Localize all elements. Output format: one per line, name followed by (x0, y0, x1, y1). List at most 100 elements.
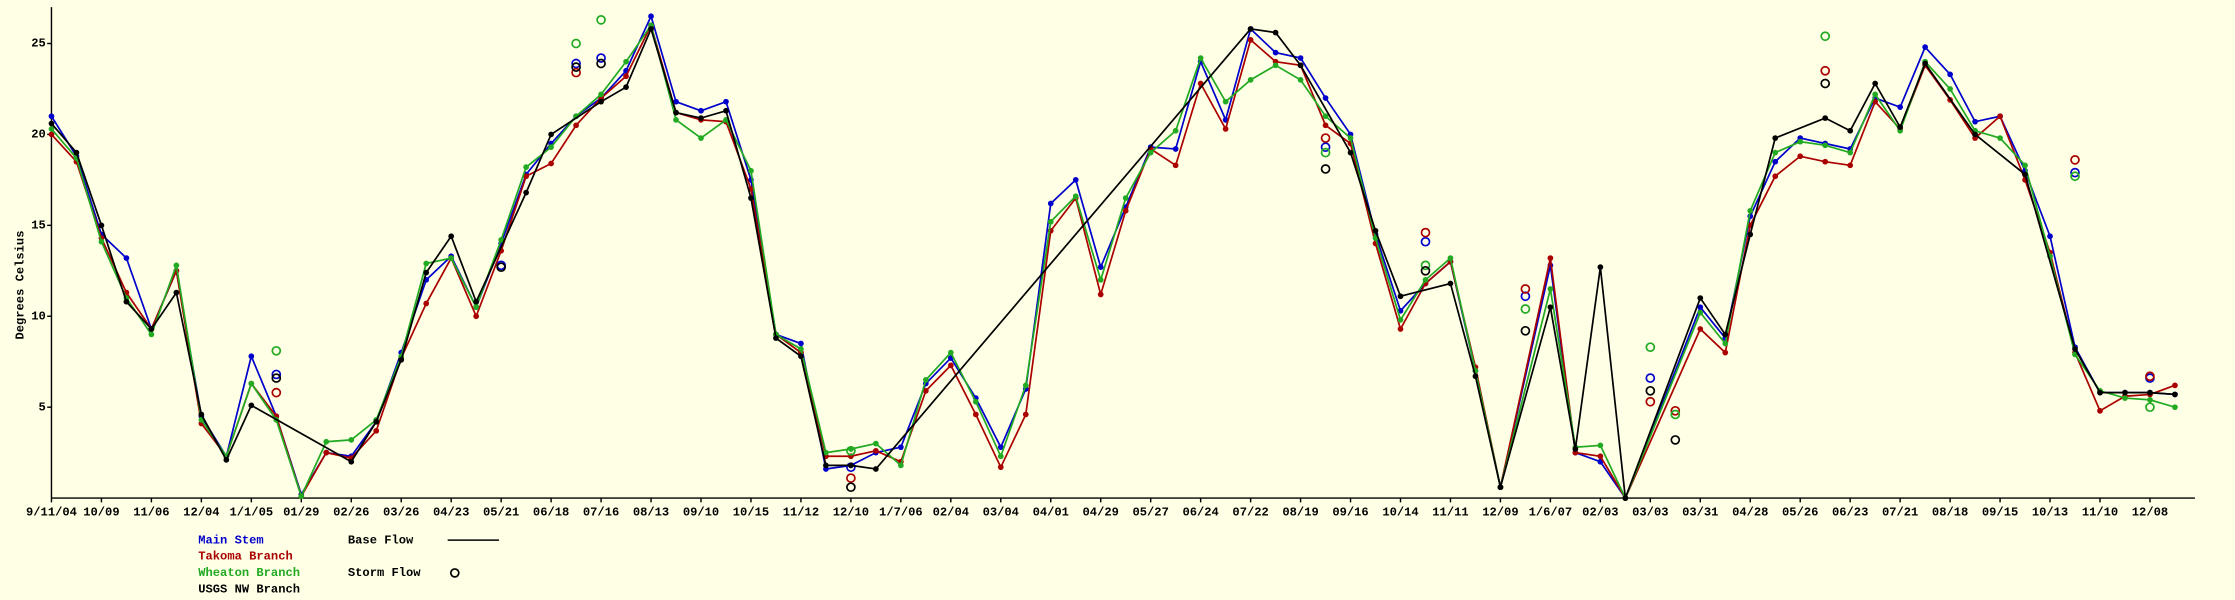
data-point (2097, 407, 2103, 414)
data-point (398, 357, 405, 363)
legend-label: USGS NW Branch (198, 583, 300, 597)
data-point (1822, 115, 1829, 121)
x-tick-label: 10/15 (733, 506, 769, 520)
x-tick-label: 08/13 (633, 506, 669, 520)
data-point (1997, 135, 2003, 141)
data-point (1297, 55, 1304, 61)
data-point (1147, 149, 1154, 156)
storm-point (846, 445, 856, 456)
data-point (748, 195, 754, 201)
x-tick-label: 12/04 (183, 506, 219, 520)
data-point (673, 109, 679, 116)
legend-marker-label: Storm Flow (348, 566, 421, 580)
data-point (1347, 135, 1354, 141)
data-point (1397, 317, 1404, 323)
x-tick-label: 03/04 (983, 506, 1019, 520)
data-point (1447, 280, 1454, 287)
data-point (48, 126, 55, 132)
data-point (1322, 95, 1329, 101)
x-tick-label: 09/16 (1332, 506, 1368, 520)
data-point (2172, 404, 2178, 411)
data-point (1272, 29, 1279, 36)
x-tick-label: 11/12 (783, 506, 819, 520)
data-point (773, 335, 779, 341)
x-tick-label: 04/23 (433, 506, 469, 520)
data-point (498, 237, 504, 243)
data-point (223, 457, 230, 463)
data-point (473, 304, 480, 311)
data-point (1422, 277, 1429, 283)
data-point (1597, 453, 1604, 460)
data-point (1897, 124, 1903, 130)
data-point (1047, 200, 1054, 207)
x-tick-label: 1/6/07 (1529, 506, 1573, 520)
storm-point (271, 373, 282, 383)
data-point (323, 438, 330, 445)
x-tick-label: 12/10 (833, 506, 869, 520)
x-tick-label: 02/03 (1582, 506, 1618, 520)
storm-point (571, 62, 581, 72)
data-point (1822, 158, 1829, 165)
x-tick-label: 08/19 (1282, 506, 1318, 520)
data-point (1772, 135, 1779, 141)
data-point (1772, 149, 1779, 156)
data-point (1272, 49, 1279, 56)
y-tick-label: 10 (31, 309, 46, 323)
data-point (1747, 207, 1754, 214)
data-point (123, 255, 130, 261)
data-point (997, 453, 1004, 460)
x-tick-label: 02/26 (333, 506, 369, 520)
data-point (48, 131, 55, 138)
data-point (1722, 340, 1729, 347)
data-point (848, 462, 854, 469)
x-tick-label: 07/16 (583, 506, 619, 520)
data-point (623, 58, 629, 65)
data-point (1397, 326, 1404, 332)
data-point (1122, 207, 1129, 214)
data-point (248, 380, 255, 387)
x-tick-label: 03/31 (1682, 506, 1718, 520)
x-tick-label: 11/11 (1432, 506, 1468, 520)
data-point (1697, 309, 1704, 316)
data-point (1472, 373, 1479, 380)
data-point (673, 98, 679, 105)
data-point (423, 269, 430, 276)
data-point (2147, 389, 2153, 396)
data-point (1547, 255, 1554, 261)
data-point (723, 98, 729, 105)
data-point (1972, 118, 1978, 125)
data-point (1222, 126, 1229, 132)
storm-point (2145, 371, 2155, 382)
data-point (1247, 26, 1254, 32)
x-tick-label: 07/21 (1882, 506, 1918, 520)
x-tick-label: 04/29 (1083, 506, 1119, 520)
data-point (1197, 55, 1204, 61)
data-point (873, 447, 879, 454)
data-point (698, 115, 704, 121)
data-point (1922, 60, 1928, 67)
x-tick-label: 10/13 (2032, 506, 2068, 520)
data-point (1297, 62, 1304, 69)
data-point (1747, 231, 1754, 238)
x-tick-label: 09/15 (1982, 506, 2018, 520)
data-point (1222, 98, 1229, 105)
x-tick-label: 05/26 (1782, 506, 1818, 520)
data-point (922, 377, 929, 383)
storm-point (2070, 155, 2080, 165)
data-point (1022, 411, 1029, 418)
data-point (1322, 113, 1329, 120)
storm-point (846, 482, 856, 493)
data-point (748, 167, 754, 174)
data-point (2172, 391, 2178, 398)
data-point (1247, 77, 1254, 83)
data-point (423, 300, 430, 307)
data-point (898, 462, 904, 469)
data-point (1872, 98, 1879, 105)
storm-point (496, 262, 506, 273)
series-line (50, 26, 2176, 499)
data-point (2047, 233, 2053, 240)
x-tick-label: 03/03 (1632, 506, 1668, 520)
data-point (1072, 177, 1079, 183)
data-point (298, 493, 305, 500)
